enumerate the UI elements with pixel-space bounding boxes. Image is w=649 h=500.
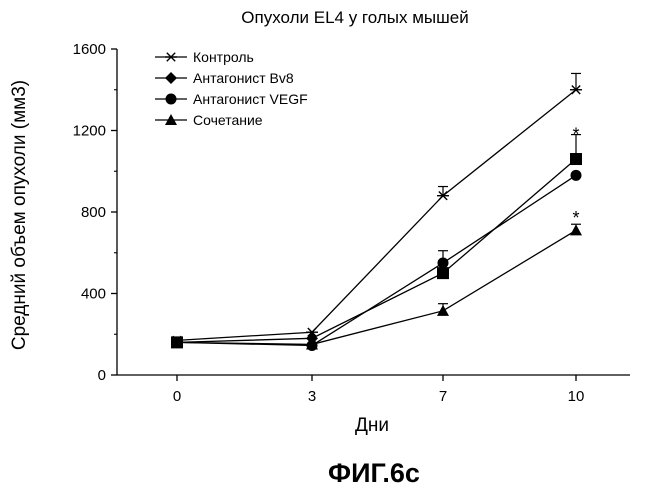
data-point [306, 327, 318, 337]
series-line [176, 89, 577, 342]
series-2 [171, 133, 582, 349]
legend-item: Антагонист VEGF [155, 91, 308, 107]
legend-label: Антагонист VEGF [193, 91, 308, 107]
annotations: ** [572, 125, 579, 229]
legend-marker [165, 93, 177, 105]
y-tick-label: 1200 [73, 123, 106, 140]
data-point [570, 224, 582, 236]
data-point [437, 191, 449, 201]
series-line [176, 174, 577, 347]
chart-title: Опухоли EL4 у голых мышей [241, 8, 468, 27]
significance-marker: * [572, 125, 579, 145]
x-axis-label: Дни [355, 415, 389, 436]
data-point [570, 85, 582, 95]
y-axis-label: Средний объем опухоли (мм3) [9, 80, 30, 350]
figure-label: ФИГ.6с [328, 458, 420, 488]
data-point [570, 153, 582, 166]
data-point [437, 257, 449, 269]
x-tick-label: 10 [568, 388, 585, 405]
legend-item: Контроль [155, 49, 254, 65]
legend-marker [165, 114, 177, 125]
data-point [306, 338, 318, 350]
y-tick-label: 0 [98, 367, 106, 384]
legend-label: Сочетание [193, 112, 263, 128]
y-tick-label: 400 [81, 286, 106, 303]
significance-marker: * [572, 208, 579, 228]
legend-label: Антагонист Bv8 [193, 70, 294, 86]
legend-marker [165, 72, 177, 84]
legend: Контроль Антагонист Bv8 Антагонист VEGF Соч… [155, 49, 308, 128]
series-line [176, 158, 577, 344]
series-4 [171, 223, 582, 350]
legend-item: Антагонист Bv8 [155, 70, 294, 86]
legend-item: Сочетание [155, 112, 263, 128]
legend-label: Контроль [193, 49, 254, 65]
series-line [176, 229, 577, 346]
series-3 [171, 169, 582, 351]
data-point [570, 169, 582, 181]
x-tick-label: 0 [173, 388, 181, 405]
legend-marker [165, 52, 177, 62]
y-tick-label: 800 [81, 204, 106, 221]
y-tick-label: 1600 [73, 41, 106, 58]
data-point [171, 336, 183, 348]
series-layer [171, 72, 582, 351]
data-point [437, 267, 449, 280]
x-tick-label: 3 [308, 388, 316, 405]
x-tick-label: 7 [439, 388, 447, 405]
data-point [437, 304, 449, 316]
axis-ticks: 0 400 800 1200 1600 0 3 7 10 [73, 41, 585, 405]
